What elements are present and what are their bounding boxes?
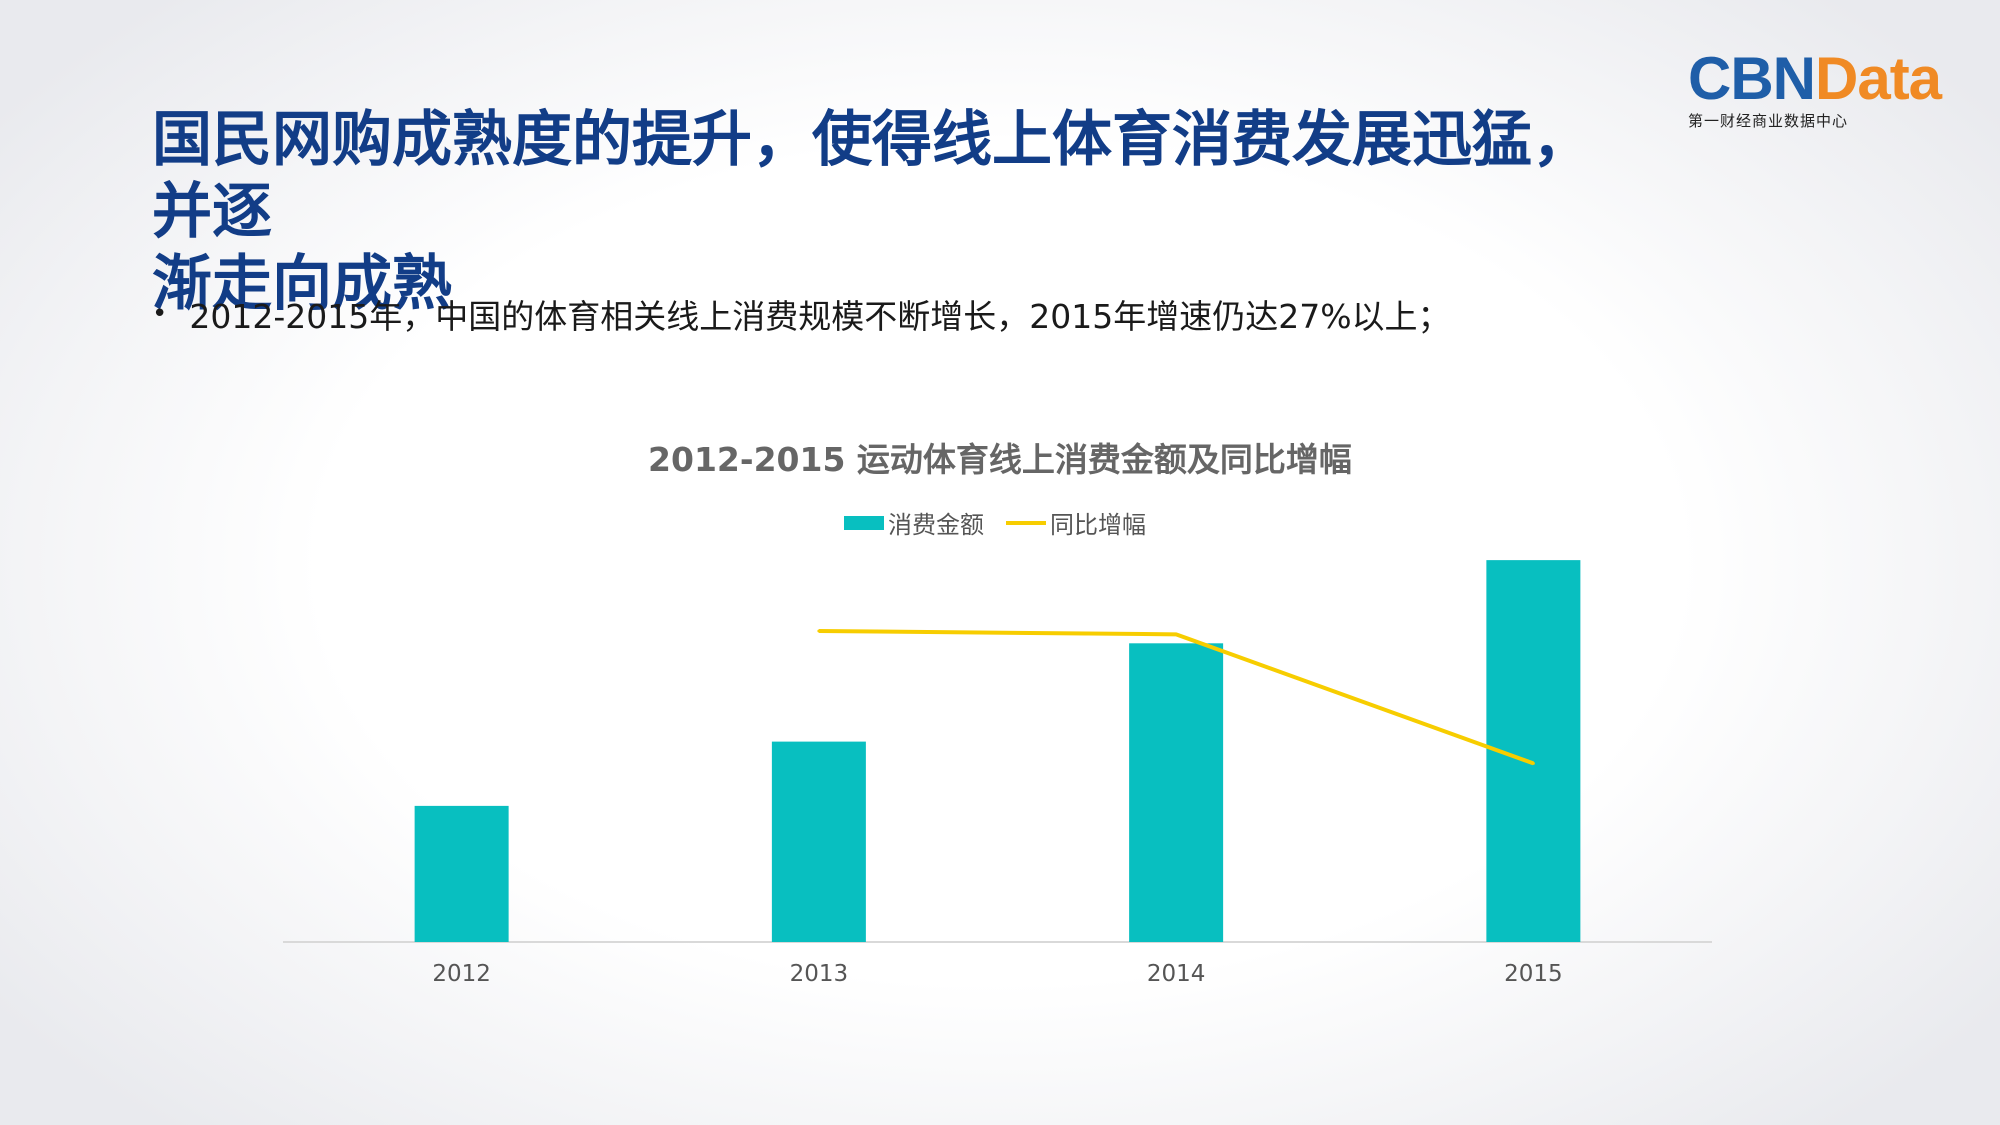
legend-line-swatch [1006, 520, 1046, 525]
legend-item-growth: 同比增幅 [1006, 505, 1146, 540]
x-tick-label-2014: 2014 [1147, 961, 1206, 987]
page-title: 国民网购成熟度的提升，使得线上体育消费发展迅猛，并逐 渐走向成熟 [152, 104, 1622, 320]
bullet-text: 2012-2015年，中国的体育相关线上消费规模不断增长，2015年增速仍达27… [189, 297, 1451, 336]
growth-point-2014 [1174, 632, 1178, 636]
logo-wordmark: CBNData [1688, 45, 1942, 112]
x-tick-label-2013: 2013 [790, 961, 849, 987]
bar-2013 [771, 741, 866, 942]
legend-item-amount: 消费金额 [844, 505, 984, 540]
bar-2012 [414, 805, 509, 942]
growth-point-2015 [1531, 761, 1535, 765]
bullet-point: • 2012-2015年，中国的体育相关线上消费规模不断增长，2015年增速仍达… [152, 290, 1451, 338]
page-title-line-1: 国民网购成熟度的提升，使得线上体育消费发展迅猛，并逐 [152, 105, 1592, 247]
x-tick-label-2015: 2015 [1504, 961, 1563, 987]
bullet-dot-icon: • [152, 299, 168, 329]
growth-point-2013 [817, 629, 821, 633]
x-tick-label-2012: 2012 [432, 961, 491, 987]
legend-label-growth: 同比增幅 [1050, 511, 1146, 539]
cbndata-logo: CBNData 第一财经商业数据中心 [1688, 45, 1948, 131]
page-title-line-2: 渐走向成熟 [152, 249, 452, 319]
logo-subtitle: 第一财经商业数据中心 [1688, 112, 1849, 130]
legend-label-amount: 消费金额 [888, 511, 984, 539]
chart-title: 2012-2015 运动体育线上消费金额及同比增幅 [648, 440, 1352, 479]
legend-bar-swatch [844, 515, 884, 530]
chart-legend: 消费金额 同比增幅 [844, 505, 1168, 540]
bar-2014 [1129, 643, 1224, 942]
